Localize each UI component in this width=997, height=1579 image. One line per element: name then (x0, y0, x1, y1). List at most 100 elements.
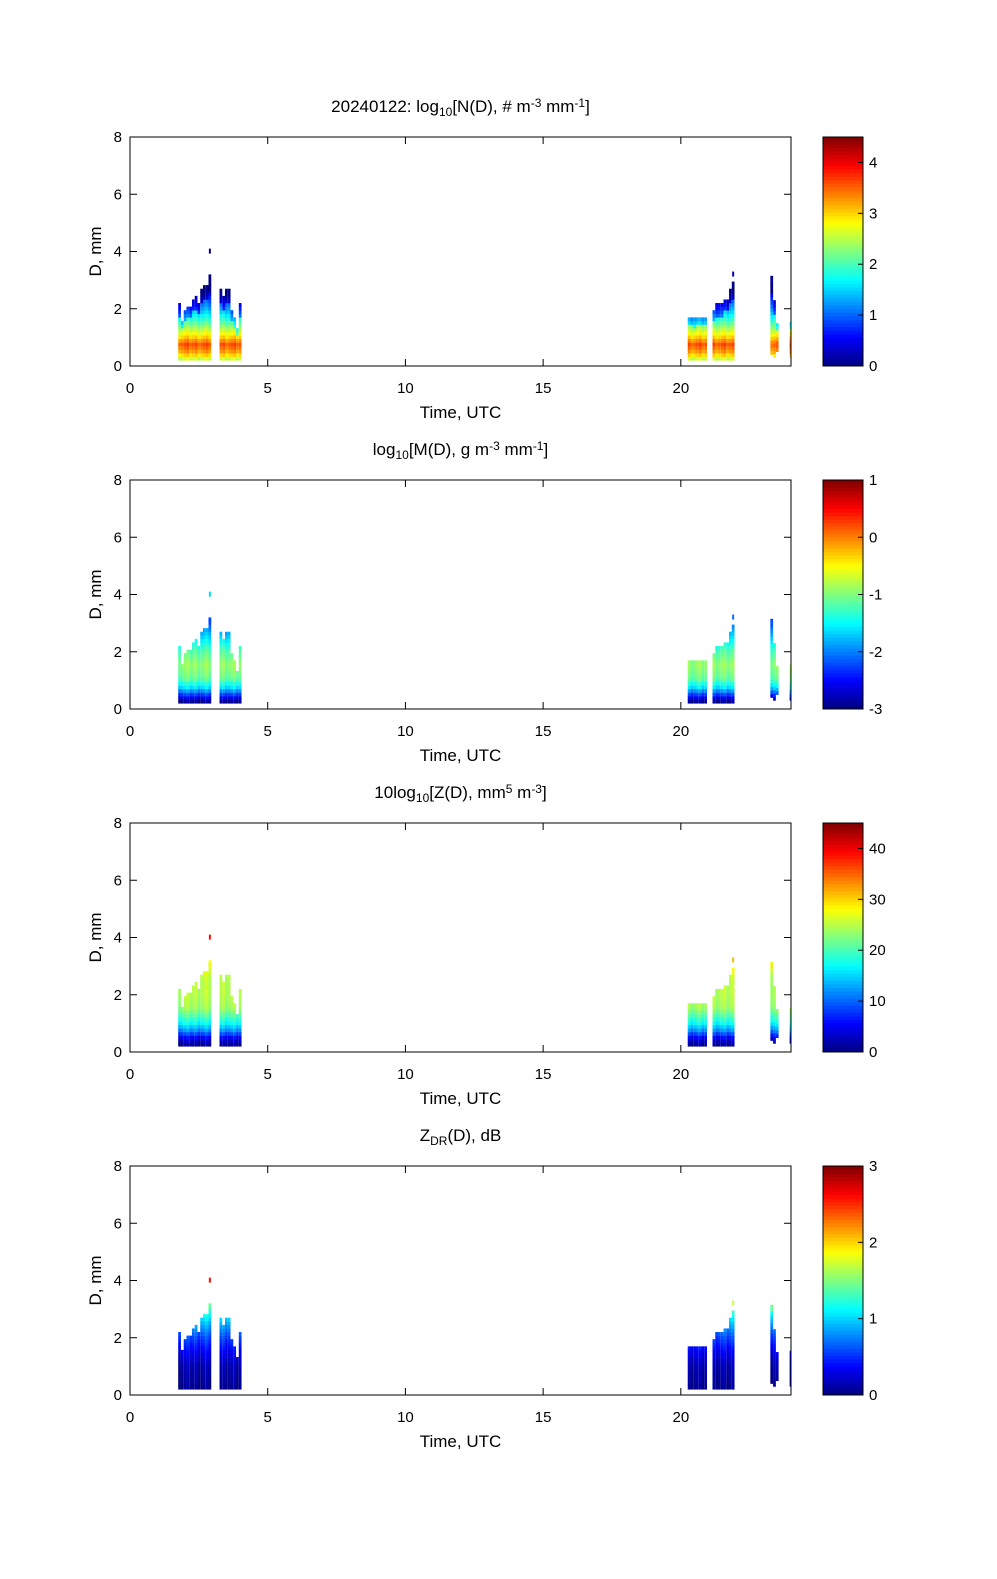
heatmap-cell (687, 1374, 691, 1379)
heatmap-cell (789, 353, 791, 358)
heatmap-cell (726, 1031, 730, 1036)
heatmap-cell (208, 299, 212, 304)
heatmap-cell (202, 1371, 206, 1376)
heatmap-cell (227, 663, 231, 668)
colorbar-segment (823, 1366, 863, 1371)
heatmap-cell (695, 349, 699, 354)
heatmap-cell (205, 1314, 209, 1319)
heatmap-cell (695, 335, 699, 340)
heatmap-cell (200, 646, 203, 650)
heatmap-cell (704, 1374, 707, 1379)
heatmap-cell (219, 981, 223, 986)
heatmap-cell (194, 1382, 198, 1386)
heatmap-cell (208, 328, 212, 332)
heatmap-cell (704, 1346, 707, 1351)
heatmap-cell (202, 646, 206, 650)
colorbar-segment (823, 147, 863, 152)
heatmap-cell (233, 1360, 237, 1365)
colorbar-segment (823, 1034, 863, 1039)
heatmap-cell (712, 1006, 716, 1011)
heatmap-cell (698, 1371, 702, 1376)
heatmap-cell (205, 320, 209, 325)
heatmap-cell (186, 324, 190, 329)
heatmap-cell (233, 1385, 237, 1390)
heatmap-cell (715, 306, 719, 311)
heatmap-cell (189, 696, 192, 700)
heatmap-cell (180, 335, 184, 340)
heatmap-cell (770, 1347, 774, 1352)
heatmap-cell (200, 649, 203, 654)
heatmap-cell (718, 1024, 721, 1029)
heatmap-cell (726, 999, 730, 1004)
heatmap-cell (208, 1335, 212, 1340)
colorbar-segment (823, 1216, 863, 1221)
heatmap-cell (219, 353, 223, 357)
heatmap-cell (723, 1010, 727, 1015)
colorbar-segment (823, 823, 863, 827)
heatmap-cell (222, 1332, 226, 1336)
heatmap-cell (236, 1374, 239, 1379)
colorbar-segment (823, 601, 863, 606)
heatmap-cell (230, 678, 234, 683)
heatmap-cell (233, 1382, 237, 1386)
heatmap-cell (180, 324, 184, 329)
heatmap-cell (202, 978, 206, 983)
heatmap-cell (701, 342, 705, 347)
heatmap-cell (695, 1035, 699, 1040)
heatmap-cell (233, 1035, 237, 1040)
heatmap-cell (698, 671, 702, 675)
heatmap-cell (238, 345, 242, 350)
heatmap-cell (770, 968, 774, 973)
heatmap-cell (227, 306, 231, 311)
heatmap-cell (698, 331, 702, 336)
heatmap-cell (718, 1364, 721, 1369)
colorbar-segment (823, 612, 863, 617)
heatmap-cell (205, 295, 209, 300)
heatmap-cell (200, 660, 203, 665)
heatmap-cell (230, 688, 234, 693)
colorbar-segment (823, 537, 863, 542)
heatmap-cell (219, 671, 223, 675)
heatmap-cell (701, 692, 705, 697)
heatmap-cell (186, 674, 190, 679)
heatmap-cell (723, 328, 727, 332)
heatmap-cell (222, 356, 226, 361)
heatmap-cell (205, 1332, 209, 1336)
heatmap-cell (712, 678, 716, 683)
heatmap-cell (726, 663, 730, 668)
sparse-drop-mark (732, 1300, 735, 1306)
heatmap-cell (726, 349, 730, 354)
heatmap-cell (189, 320, 192, 325)
heatmap-cell (227, 1378, 231, 1383)
heatmap-cell (233, 1010, 237, 1015)
heatmap-cell (225, 999, 228, 1004)
heatmap-cell (194, 303, 198, 307)
heatmap-cell (720, 328, 724, 332)
heatmap-cell (219, 978, 223, 983)
heatmap-cell (770, 311, 774, 316)
heatmap-cell (225, 1006, 228, 1011)
colorbar-segment (823, 151, 863, 156)
colorbar-segment (823, 1262, 863, 1267)
x-tick-label: 10 (397, 380, 414, 397)
heatmap-cell (773, 1018, 776, 1023)
heatmap-cell (701, 1378, 705, 1383)
heatmap-cell (225, 685, 228, 690)
heatmap-cell (219, 313, 223, 318)
heatmap-cell (197, 313, 201, 318)
heatmap-cell (219, 1371, 223, 1376)
title-text: Z (420, 1126, 430, 1145)
heatmap-cell (704, 317, 707, 322)
heatmap-cell (208, 660, 212, 665)
heatmap-cell (225, 696, 228, 700)
heatmap-cell (202, 1003, 206, 1008)
heatmap-cell (720, 1367, 724, 1372)
heatmap-cell (200, 317, 203, 322)
heatmap-cell (693, 1031, 696, 1036)
colorbar-segment (823, 994, 863, 999)
heatmap-cell (227, 667, 231, 672)
colorbar-segment (823, 1212, 863, 1217)
heatmap-cell (233, 353, 237, 357)
heatmap-cell (726, 1042, 730, 1047)
colorbar-segment (823, 1287, 863, 1292)
